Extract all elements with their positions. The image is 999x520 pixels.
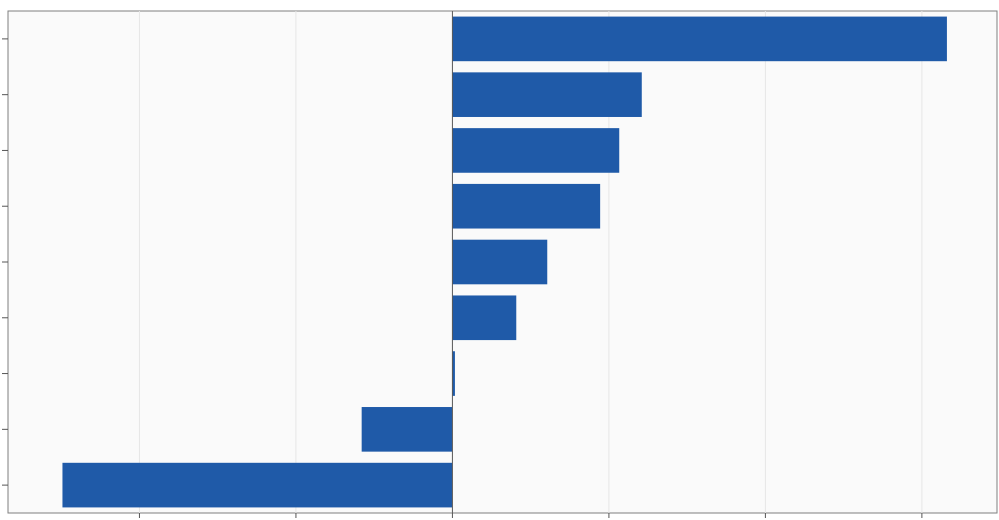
bar xyxy=(452,183,601,229)
bar xyxy=(452,239,548,285)
bar xyxy=(452,72,642,117)
bar xyxy=(452,128,620,173)
bars xyxy=(62,16,947,508)
bar xyxy=(452,16,947,62)
bar xyxy=(62,462,453,508)
bar xyxy=(452,351,455,396)
axes xyxy=(2,11,923,518)
bar xyxy=(452,295,517,341)
bar xyxy=(361,407,453,452)
